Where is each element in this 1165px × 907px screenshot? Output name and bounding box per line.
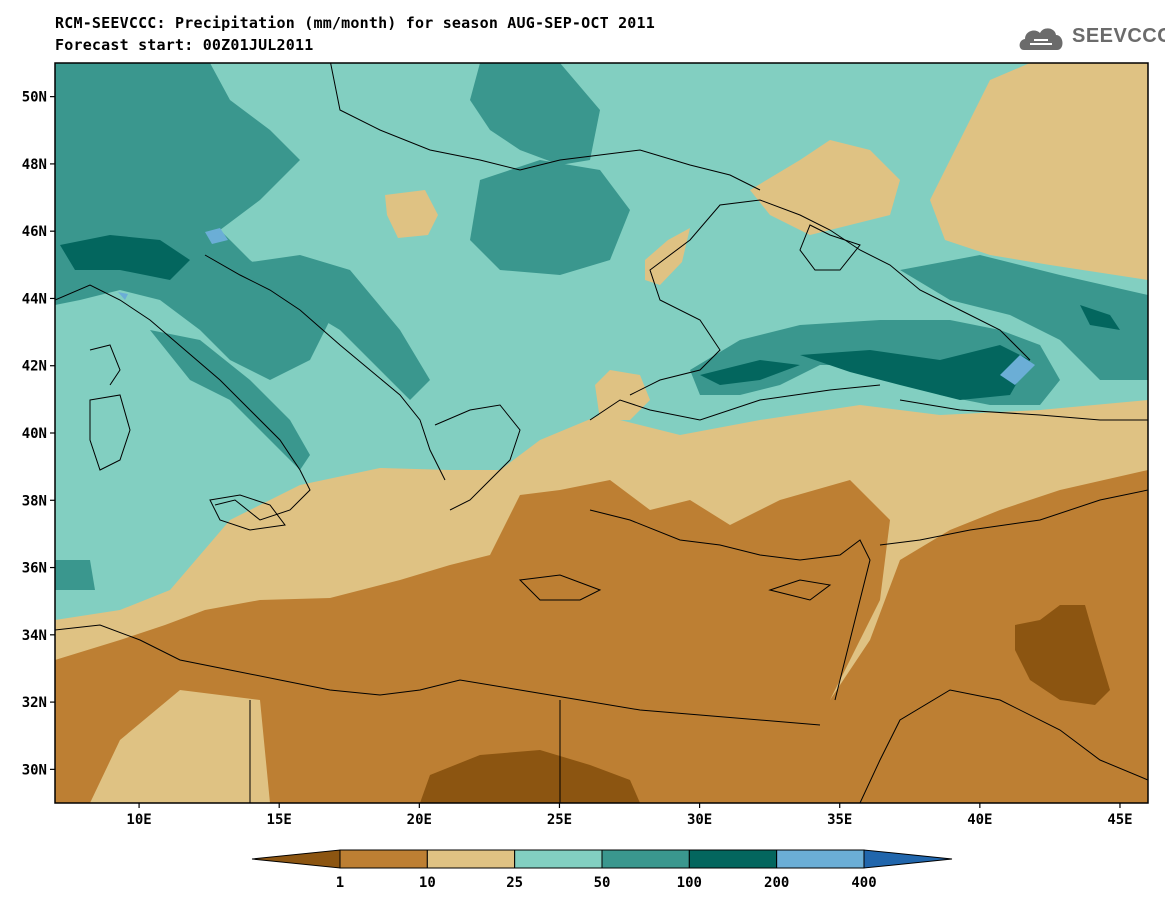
coastlines <box>55 63 1148 803</box>
colorbar-label: 400 <box>851 875 876 891</box>
colorbar-swatch <box>339 849 428 869</box>
logo-text: SEEVCCC <box>1072 25 1165 47</box>
lat-tick-label: 48N <box>22 157 47 173</box>
lon-tick-label: 35E <box>827 812 852 828</box>
colorbar-swatch <box>426 849 516 869</box>
colorbar-label: 100 <box>677 875 702 891</box>
lat-tick-label: 42N <box>22 359 47 375</box>
lon-tick-label: 30E <box>687 812 712 828</box>
colorbar-label: 1 <box>336 875 344 891</box>
lat-tick-label: 40N <box>22 426 47 442</box>
lon-tick-label: 40E <box>967 812 992 828</box>
colorbar-swatch <box>688 849 778 869</box>
colorbar-label: 50 <box>594 875 611 891</box>
colorbar-label: 200 <box>764 875 789 891</box>
lon-tick-label: 25E <box>547 812 572 828</box>
colorbar-label: 10 <box>419 875 436 891</box>
lat-tick-label: 30N <box>22 762 47 778</box>
lat-tick-label: 50N <box>22 90 47 106</box>
lat-tick-label: 34N <box>22 628 47 644</box>
colorbar: 1 10 25 50 100 200 400 <box>251 849 953 891</box>
lon-tick-label: 20E <box>407 812 432 828</box>
lon-tick-label: 10E <box>126 812 151 828</box>
colorbar-label: 25 <box>506 875 523 891</box>
lat-tick-label: 46N <box>22 224 47 240</box>
lat-tick-label: 36N <box>22 561 47 577</box>
colorbar-swatch <box>514 849 603 869</box>
colorbar-swatch <box>776 849 865 869</box>
colorbar-swatch <box>601 849 690 869</box>
lat-tick-label: 44N <box>22 291 47 307</box>
map-title: RCM-SEEVCCC: Precipitation (mm/month) fo… <box>55 14 655 32</box>
precipitation-field <box>55 63 1148 803</box>
lon-tick-label: 45E <box>1107 812 1132 828</box>
forecast-start: Forecast start: 00Z01JUL2011 <box>55 36 314 54</box>
cloud-icon <box>1019 28 1063 50</box>
lat-tick-label: 32N <box>22 695 47 711</box>
longitude-axis: 10E 15E 20E 25E 30E 35E 40E 45E <box>126 803 1133 828</box>
lon-tick-label: 15E <box>267 812 292 828</box>
latitude-axis: 50N 48N 46N 44N 42N 40N 38N 36N 34N 32N 30N <box>22 90 55 778</box>
colorbar-max-arrow <box>863 849 953 869</box>
colorbar-min-arrow <box>251 849 341 869</box>
lat-tick-label: 38N <box>22 493 47 509</box>
